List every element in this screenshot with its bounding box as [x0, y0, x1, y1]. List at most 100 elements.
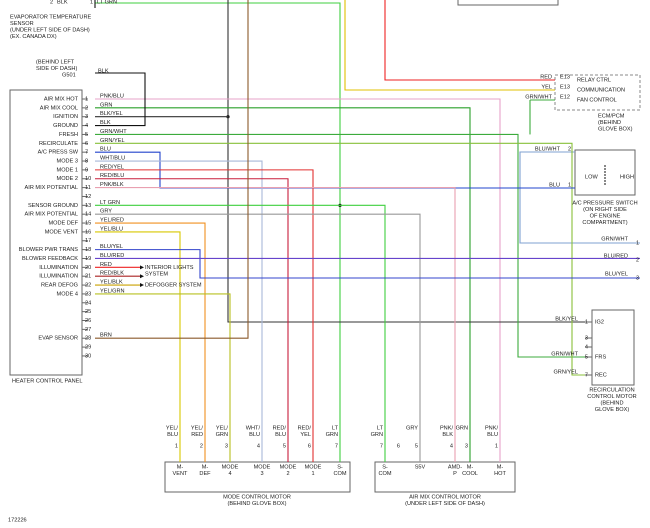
pin-number: 29 — [85, 345, 91, 351]
wire-label: GRN/YEL — [553, 369, 578, 375]
sensor-label: SENSOR — [10, 21, 34, 27]
pin-name: M- — [467, 464, 474, 470]
pin-number: 5 — [415, 443, 418, 449]
wire-label: YEL/ — [216, 425, 229, 431]
pin-label: FRS — [595, 354, 606, 360]
wire — [95, 72, 146, 127]
wire-label: LT — [377, 425, 384, 431]
pin-number: 16 — [85, 229, 91, 235]
pin-number: 2 — [85, 105, 88, 111]
wire-label: YEL — [541, 84, 552, 90]
pin-label: IGNITION — [53, 114, 78, 120]
wire — [95, 98, 501, 462]
air-mix-motor-box — [374, 461, 516, 493]
wire-label: GRN — [100, 102, 112, 108]
wire-label: RED/ — [273, 425, 287, 431]
pin-number: 23 — [85, 291, 91, 297]
pin-number: 25 — [85, 309, 91, 315]
wire-label: RED/ — [298, 425, 312, 431]
pin-number: 26 — [85, 318, 91, 324]
pin-number: 11 — [85, 185, 91, 191]
wire-label: BLK/YEL — [555, 316, 578, 322]
wire-label: LT GRN — [100, 200, 120, 206]
wire — [95, 0, 249, 339]
pin-label: MODE 3 — [57, 159, 78, 165]
wire-label: RED — [191, 432, 203, 438]
pin-label: A/C PRESS SW — [38, 150, 79, 156]
pin-number: 2 — [200, 443, 203, 449]
wire-label: YEL — [300, 432, 311, 438]
recirc-title: GLOVE BOX) — [595, 407, 630, 413]
wire — [95, 222, 206, 462]
sensor-label: EVAPORATOR TEMPERATURE — [10, 14, 91, 20]
destination-label: SYSTEM — [145, 271, 168, 277]
pin-number: E13 — [560, 74, 570, 80]
ecm-box — [554, 74, 641, 111]
wire — [95, 178, 289, 462]
destination-label: INTERIOR LIGHTS — [145, 265, 194, 271]
pin-label: MODE 1 — [57, 167, 78, 173]
wire-label: GRN/WHT — [100, 129, 127, 135]
wire-label: PNK/BLU — [100, 93, 124, 99]
pin-name: MODE — [305, 464, 322, 470]
wire — [95, 116, 592, 323]
pin-name: 2 — [286, 471, 289, 477]
pin-label: COMMUNICATION — [577, 87, 625, 93]
destination-label: DEFOGGER SYSTEM — [145, 283, 202, 289]
wire-label: PNK/ — [485, 425, 499, 431]
wire-label: BLK — [100, 120, 111, 126]
pin-name: S- — [337, 464, 343, 470]
wire-label: RED — [540, 74, 552, 80]
recirc-title: (BEHIND — [601, 400, 624, 406]
wire — [95, 169, 314, 462]
sensor-label: (EX. CANADA DX) — [10, 34, 57, 40]
wire-label: BLU — [549, 182, 560, 188]
switch-label: HIGH — [620, 174, 634, 180]
wire-label: BLU/RED — [100, 253, 124, 259]
pin-name: COM — [378, 471, 391, 477]
pin-number: E12 — [560, 94, 570, 100]
pin-number: 1 — [90, 0, 93, 5]
pin-number: 4 — [85, 123, 88, 129]
wire — [95, 107, 471, 462]
ground-name: G501 — [62, 72, 76, 78]
pin-number: 1 — [85, 96, 88, 102]
wire-label: BLU/YEL — [100, 244, 123, 250]
wire-label: GRN — [456, 425, 468, 431]
pin-number: 10 — [85, 176, 91, 182]
wire-label: BLK — [57, 0, 68, 5]
pin-name: S5V — [415, 464, 426, 470]
pin-label: AIR MIX HOT — [44, 96, 79, 102]
wire — [95, 213, 421, 462]
pin-number: 3 — [585, 335, 588, 341]
motor-title: AIR MIX CONTROL MOTOR — [409, 494, 481, 500]
wire-label: BLU — [249, 432, 260, 438]
pin-number: E13 — [560, 84, 570, 90]
wire-label: GRN/YEL — [100, 138, 125, 144]
wire-label: BLU — [100, 147, 111, 153]
wire-label: RED/YEL — [100, 164, 124, 170]
pin-number: 7 — [85, 150, 88, 156]
motor-title: (UNDER LEFT SIDE OF DASH) — [405, 501, 485, 507]
switch-title: OF ENGINE — [590, 213, 621, 219]
switch-title: A/C PRESSURE SWITCH — [572, 200, 637, 206]
pin-number: 7 — [335, 443, 338, 449]
heater-panel-box — [9, 89, 83, 376]
pin-number: 1 — [175, 443, 178, 449]
arrow — [140, 265, 144, 270]
pin-label: RELAY CTRL — [577, 77, 611, 83]
pin-number: 4 — [585, 344, 588, 350]
pin-name: MODE — [280, 464, 297, 470]
sensor-label: (UNDER LEFT SIDE OF DASH) — [10, 27, 90, 33]
pin-label: REC — [595, 372, 607, 378]
wire-label: YEL/RED — [100, 218, 124, 224]
wire-label: YEL/BLK — [100, 280, 123, 286]
wire-label: BLU — [275, 432, 286, 438]
wire — [95, 133, 592, 358]
pressure-switch-box — [574, 149, 636, 196]
wire-label: LT — [332, 425, 339, 431]
pin-name: VENT — [173, 471, 189, 477]
pin-number: 9 — [85, 167, 88, 173]
wire-label: GRN — [371, 432, 383, 438]
wire — [95, 293, 231, 462]
